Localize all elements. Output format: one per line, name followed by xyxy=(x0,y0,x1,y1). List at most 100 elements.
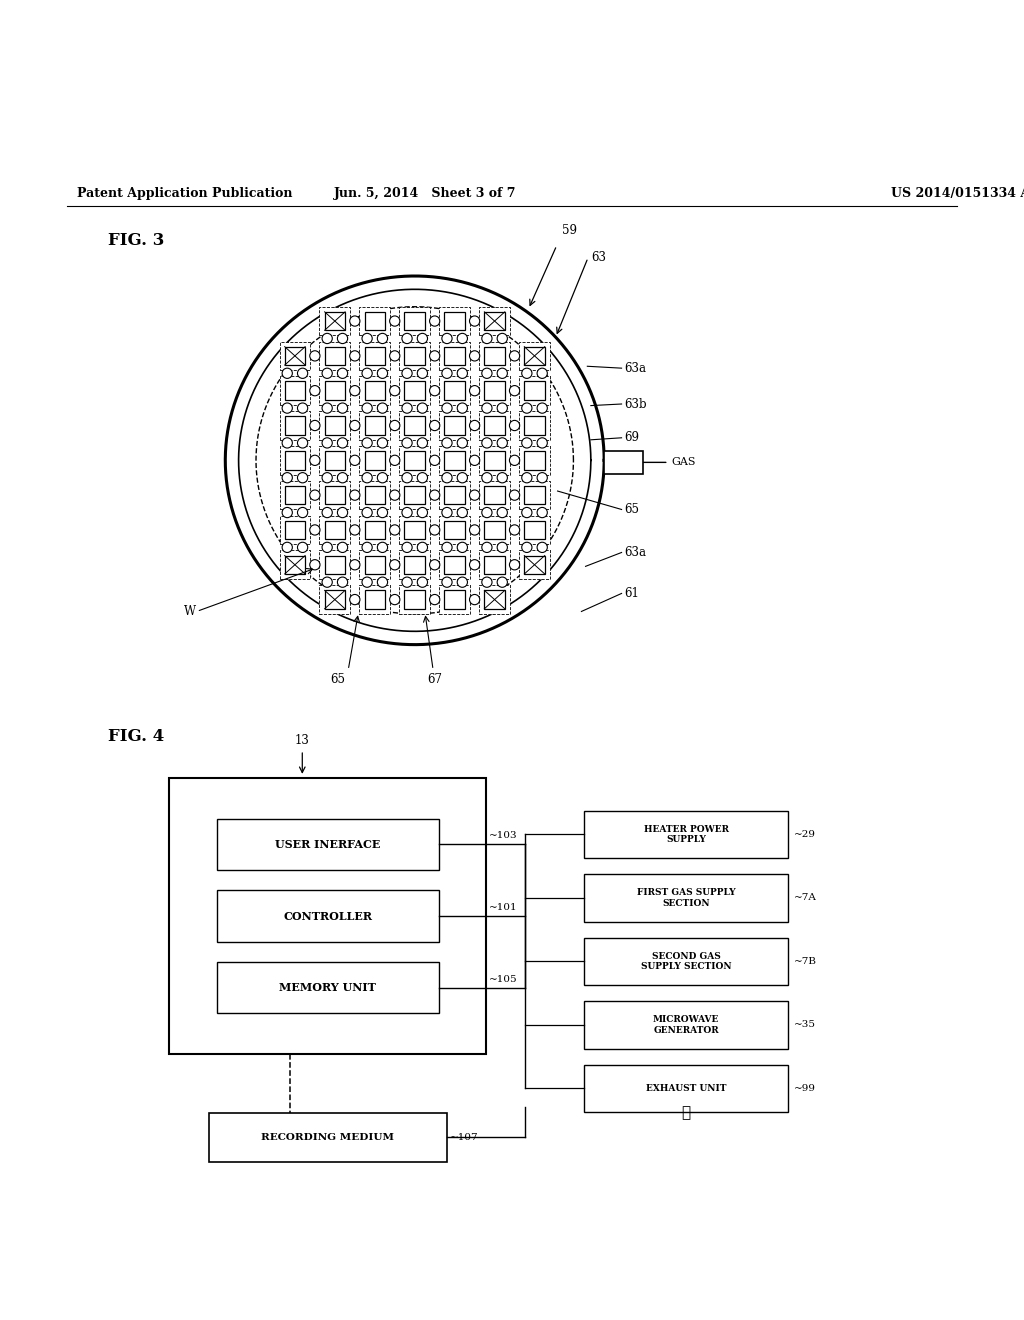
Circle shape xyxy=(349,385,360,396)
Circle shape xyxy=(298,368,308,379)
Text: 67: 67 xyxy=(428,673,442,686)
Text: ~105: ~105 xyxy=(488,974,517,983)
Bar xyxy=(519,480,550,510)
Bar xyxy=(524,556,545,574)
Bar xyxy=(209,1113,446,1162)
Bar xyxy=(404,347,425,366)
Bar xyxy=(479,306,510,335)
Bar xyxy=(444,416,465,434)
Bar xyxy=(280,446,310,475)
Circle shape xyxy=(430,560,440,570)
Circle shape xyxy=(482,334,493,343)
Bar xyxy=(404,451,425,470)
Circle shape xyxy=(298,543,308,553)
Circle shape xyxy=(470,385,480,396)
Circle shape xyxy=(482,577,493,587)
Circle shape xyxy=(430,525,440,535)
Text: ~99: ~99 xyxy=(794,1084,815,1093)
Bar xyxy=(280,550,310,579)
Circle shape xyxy=(458,403,468,413)
Text: MEMORY UNIT: MEMORY UNIT xyxy=(280,982,376,994)
Circle shape xyxy=(349,455,360,466)
Circle shape xyxy=(458,507,468,517)
Bar xyxy=(439,516,470,544)
Bar xyxy=(524,520,545,539)
Text: 63b: 63b xyxy=(625,397,647,411)
Bar xyxy=(365,381,385,400)
Bar xyxy=(359,411,390,440)
Circle shape xyxy=(418,473,428,483)
Circle shape xyxy=(442,334,453,343)
Bar xyxy=(404,556,425,574)
Circle shape xyxy=(509,455,519,466)
Bar xyxy=(444,556,465,574)
Bar xyxy=(444,486,465,504)
Bar xyxy=(325,451,345,470)
Circle shape xyxy=(362,403,373,413)
Bar xyxy=(484,451,505,470)
Text: SECOND GAS
SUPPLY SECTION: SECOND GAS SUPPLY SECTION xyxy=(641,952,731,972)
Circle shape xyxy=(498,473,508,483)
Bar xyxy=(359,585,390,614)
Circle shape xyxy=(322,368,332,379)
Bar xyxy=(319,550,350,579)
Bar xyxy=(359,516,390,544)
Circle shape xyxy=(322,403,332,413)
Bar xyxy=(319,411,350,440)
Circle shape xyxy=(482,403,493,413)
Bar xyxy=(285,347,305,366)
Bar xyxy=(524,416,545,434)
Bar xyxy=(399,411,430,440)
Bar xyxy=(285,416,305,434)
Bar xyxy=(280,342,310,370)
Bar xyxy=(280,411,310,440)
Text: ~103: ~103 xyxy=(488,832,517,840)
Bar xyxy=(217,891,438,941)
Circle shape xyxy=(482,543,493,553)
Bar xyxy=(325,520,345,539)
Circle shape xyxy=(498,577,508,587)
Bar xyxy=(444,312,465,330)
Text: 63a: 63a xyxy=(625,362,646,375)
Circle shape xyxy=(401,438,412,447)
Circle shape xyxy=(418,334,428,343)
Text: RECORDING MEDIUM: RECORDING MEDIUM xyxy=(261,1133,394,1142)
Circle shape xyxy=(521,473,532,483)
Circle shape xyxy=(362,334,373,343)
Circle shape xyxy=(470,560,480,570)
Bar xyxy=(359,376,390,405)
Circle shape xyxy=(378,577,388,587)
Bar xyxy=(365,590,385,609)
Bar xyxy=(365,416,385,434)
Circle shape xyxy=(498,438,508,447)
Bar xyxy=(484,590,505,609)
Bar xyxy=(359,480,390,510)
Circle shape xyxy=(482,438,493,447)
Circle shape xyxy=(509,385,519,396)
Text: 63: 63 xyxy=(591,251,606,264)
Bar xyxy=(484,312,505,330)
Circle shape xyxy=(389,525,400,535)
Bar xyxy=(439,480,470,510)
Bar xyxy=(484,520,505,539)
Circle shape xyxy=(430,455,440,466)
Circle shape xyxy=(362,368,373,379)
Bar xyxy=(285,520,305,539)
Bar xyxy=(399,550,430,579)
Circle shape xyxy=(322,334,332,343)
Circle shape xyxy=(470,525,480,535)
Circle shape xyxy=(537,473,547,483)
Circle shape xyxy=(338,507,348,517)
Text: 13: 13 xyxy=(295,734,309,747)
Circle shape xyxy=(362,438,373,447)
Circle shape xyxy=(418,543,428,553)
Circle shape xyxy=(298,438,308,447)
Bar xyxy=(404,590,425,609)
Circle shape xyxy=(349,490,360,500)
Text: ~7A: ~7A xyxy=(794,894,816,903)
Bar xyxy=(399,342,430,370)
Circle shape xyxy=(509,560,519,570)
Circle shape xyxy=(389,594,400,605)
Bar xyxy=(325,347,345,366)
Circle shape xyxy=(283,403,293,413)
